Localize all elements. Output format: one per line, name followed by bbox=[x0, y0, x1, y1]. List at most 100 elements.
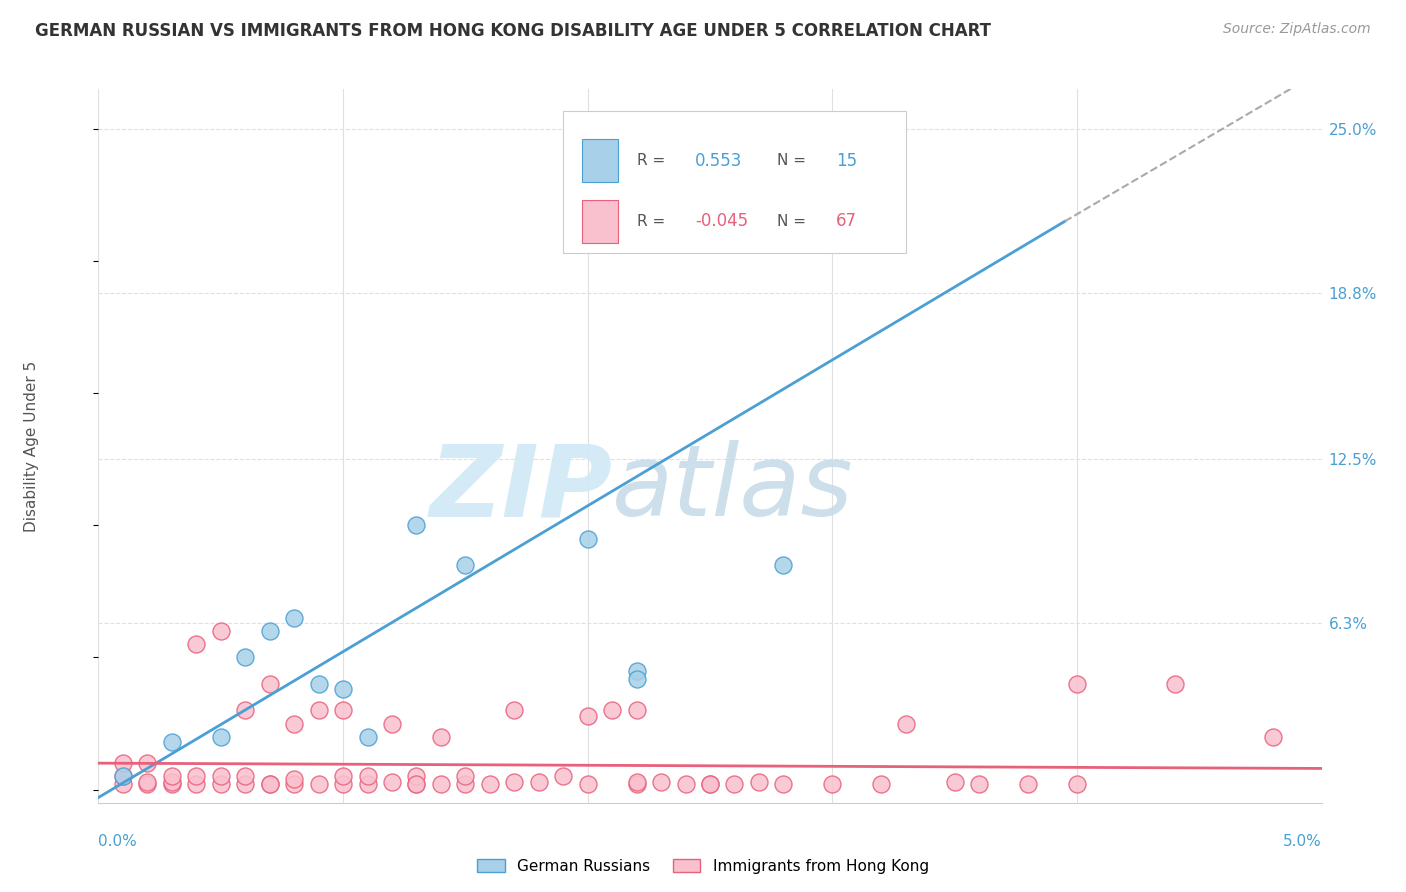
Point bbox=[111, 769, 134, 783]
Point bbox=[454, 558, 477, 572]
Point bbox=[111, 769, 134, 783]
Point bbox=[259, 777, 281, 791]
Point bbox=[332, 777, 354, 791]
Point bbox=[1261, 730, 1284, 744]
Point bbox=[454, 777, 477, 791]
Point bbox=[1017, 777, 1039, 791]
Point bbox=[233, 777, 256, 791]
Point bbox=[1066, 677, 1088, 691]
Point bbox=[283, 611, 305, 625]
Point bbox=[308, 677, 330, 691]
Point bbox=[308, 777, 330, 791]
Point bbox=[430, 777, 453, 791]
Point bbox=[186, 777, 208, 791]
Point bbox=[233, 703, 256, 717]
Point bbox=[405, 518, 427, 533]
Point bbox=[723, 777, 745, 791]
Point bbox=[405, 777, 427, 791]
Point bbox=[356, 769, 378, 783]
Point bbox=[576, 708, 599, 723]
Text: R =: R = bbox=[637, 214, 669, 228]
Point bbox=[503, 774, 526, 789]
Text: 0.0%: 0.0% bbox=[98, 834, 138, 849]
Point bbox=[160, 769, 183, 783]
Point bbox=[430, 730, 453, 744]
Legend: German Russians, Immigrants from Hong Kong: German Russians, Immigrants from Hong Ko… bbox=[471, 853, 935, 880]
Point bbox=[136, 777, 159, 791]
Point bbox=[186, 637, 208, 651]
Point bbox=[160, 735, 183, 749]
Point bbox=[111, 756, 134, 771]
Point bbox=[626, 703, 648, 717]
Point bbox=[821, 777, 844, 791]
Point bbox=[478, 777, 501, 791]
Point bbox=[209, 624, 232, 638]
Point bbox=[967, 777, 990, 791]
Point bbox=[332, 769, 354, 783]
Point bbox=[259, 677, 281, 691]
FancyBboxPatch shape bbox=[564, 111, 905, 253]
Text: GERMAN RUSSIAN VS IMMIGRANTS FROM HONG KONG DISABILITY AGE UNDER 5 CORRELATION C: GERMAN RUSSIAN VS IMMIGRANTS FROM HONG K… bbox=[35, 22, 991, 40]
Point bbox=[283, 772, 305, 786]
Point bbox=[454, 769, 477, 783]
Point bbox=[381, 774, 404, 789]
Point bbox=[356, 730, 378, 744]
Point bbox=[894, 716, 917, 731]
Point bbox=[650, 774, 672, 789]
Text: 15: 15 bbox=[837, 152, 858, 169]
Point bbox=[259, 777, 281, 791]
Point bbox=[1066, 777, 1088, 791]
Point bbox=[233, 650, 256, 665]
Text: Source: ZipAtlas.com: Source: ZipAtlas.com bbox=[1223, 22, 1371, 37]
Point bbox=[553, 769, 575, 783]
FancyBboxPatch shape bbox=[582, 200, 619, 243]
Point bbox=[356, 777, 378, 791]
Point bbox=[381, 716, 404, 731]
Point bbox=[209, 777, 232, 791]
Point bbox=[160, 774, 183, 789]
Point bbox=[600, 703, 623, 717]
Point bbox=[186, 769, 208, 783]
Point bbox=[576, 777, 599, 791]
Text: N =: N = bbox=[778, 214, 811, 228]
Point bbox=[626, 672, 648, 686]
Text: ZIP: ZIP bbox=[429, 441, 612, 537]
Point bbox=[675, 777, 697, 791]
Point bbox=[332, 703, 354, 717]
Point bbox=[943, 774, 966, 789]
Point bbox=[626, 774, 648, 789]
Text: R =: R = bbox=[637, 153, 669, 168]
Point bbox=[136, 774, 159, 789]
Point bbox=[160, 777, 183, 791]
Point bbox=[699, 777, 721, 791]
Point bbox=[699, 777, 721, 791]
Point bbox=[748, 774, 770, 789]
Point bbox=[111, 777, 134, 791]
Point bbox=[283, 777, 305, 791]
Point bbox=[503, 703, 526, 717]
Point bbox=[527, 774, 550, 789]
Point bbox=[308, 703, 330, 717]
Point bbox=[626, 777, 648, 791]
Text: N =: N = bbox=[778, 153, 811, 168]
Point bbox=[772, 777, 794, 791]
Point bbox=[259, 624, 281, 638]
Point bbox=[405, 769, 427, 783]
Point bbox=[233, 769, 256, 783]
Point bbox=[772, 227, 794, 242]
Text: 5.0%: 5.0% bbox=[1282, 834, 1322, 849]
Text: atlas: atlas bbox=[612, 441, 853, 537]
Point bbox=[1164, 677, 1187, 691]
Point bbox=[209, 730, 232, 744]
Text: Disability Age Under 5: Disability Age Under 5 bbox=[24, 360, 38, 532]
Point bbox=[136, 756, 159, 771]
Point bbox=[870, 777, 893, 791]
Text: 67: 67 bbox=[837, 212, 858, 230]
Text: 0.553: 0.553 bbox=[696, 152, 742, 169]
Point bbox=[283, 716, 305, 731]
FancyBboxPatch shape bbox=[582, 139, 619, 182]
Point bbox=[626, 664, 648, 678]
Point bbox=[405, 777, 427, 791]
Point bbox=[576, 532, 599, 546]
Point bbox=[772, 558, 794, 572]
